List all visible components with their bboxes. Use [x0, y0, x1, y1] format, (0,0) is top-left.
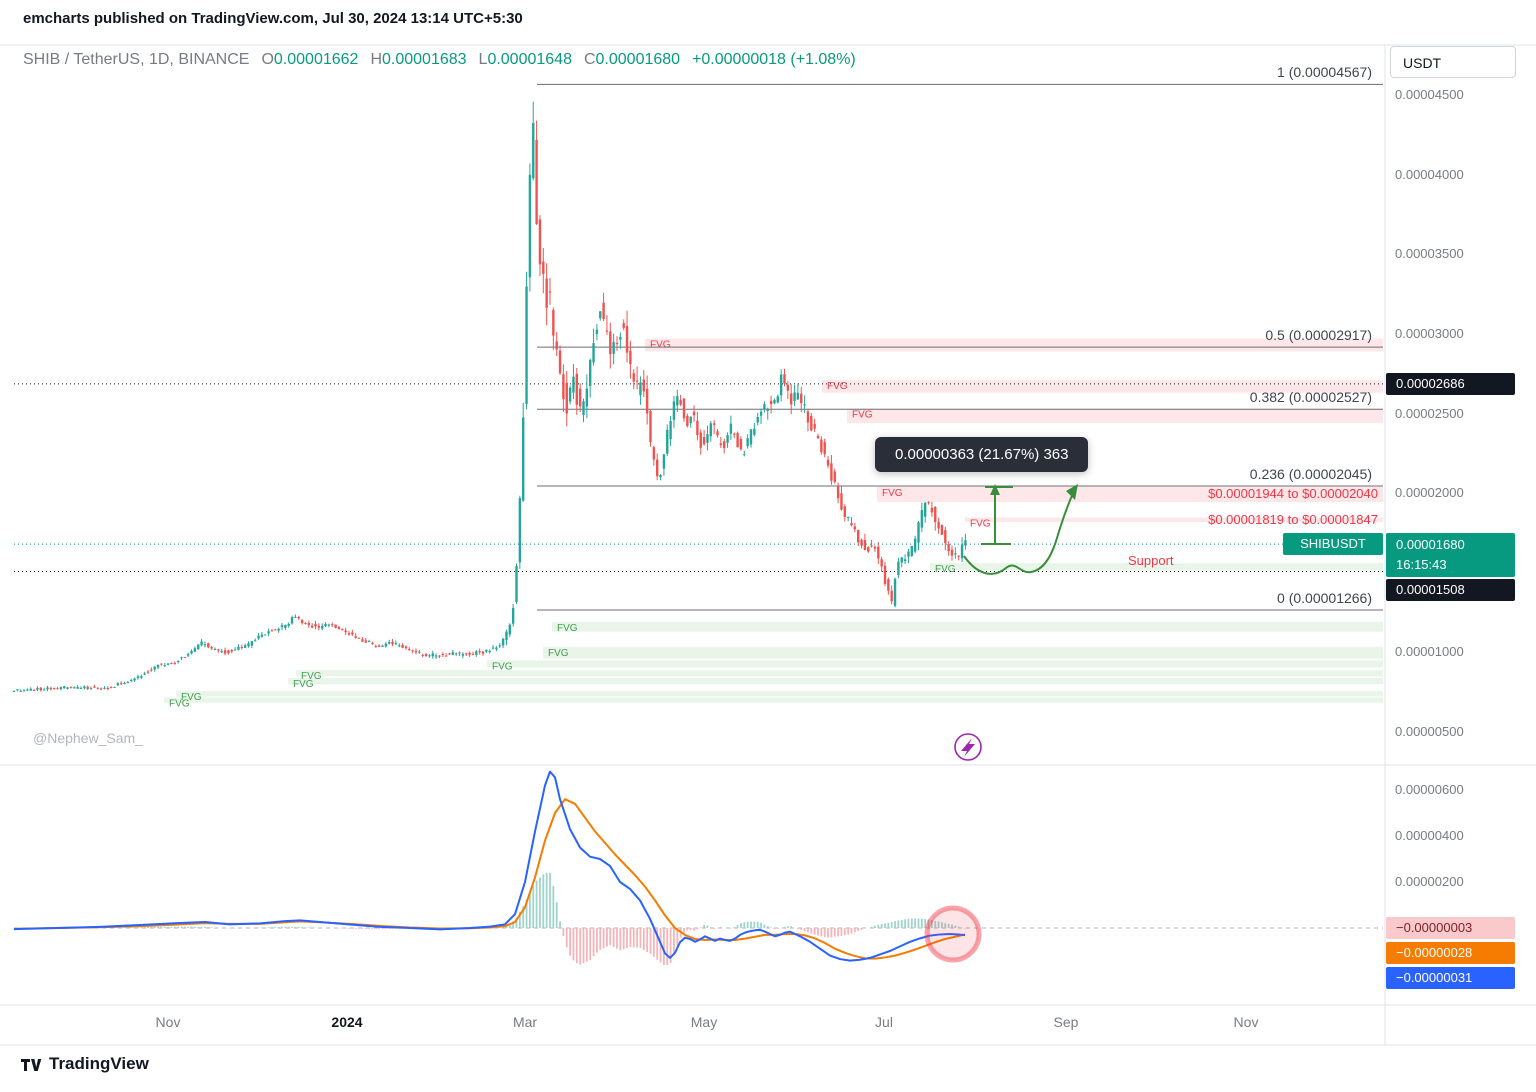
- symbol-price-line-label: SHIBUSDT: [1283, 533, 1383, 556]
- macd-hist-badge: −0.00000003: [1386, 917, 1515, 939]
- high-value: 0.00001683: [382, 51, 467, 68]
- time-axis-label: 2024: [331, 1014, 363, 1030]
- support-label: Support: [1128, 553, 1174, 569]
- time-axis-label: Nov: [1233, 1014, 1259, 1030]
- fvg-label: FVG: [882, 488, 903, 499]
- fvg-label: FVG: [827, 381, 848, 392]
- fib-lines-layer[interactable]: [537, 83, 1383, 611]
- tradingview-brand-text: TradingView: [49, 1054, 149, 1073]
- macd-line-badge: −0.00000031: [1386, 967, 1515, 989]
- watermark: @Nephew_Sam_: [33, 730, 143, 746]
- fvg-label: FVG: [181, 692, 202, 703]
- tradingview-logo-icon: [21, 1059, 42, 1071]
- flash-icon[interactable]: [954, 733, 982, 761]
- time-axis-label: Nov: [155, 1014, 181, 1030]
- measure-tooltip: 0.00000363 (21.67%) 363: [875, 437, 1089, 472]
- fvg-label: FVG: [650, 340, 671, 351]
- macd-line: [13, 770, 966, 962]
- last-price-value: 0.00001680: [1396, 537, 1465, 553]
- fvg-label: FVG: [852, 410, 873, 421]
- fvg-label: FVG: [492, 661, 513, 672]
- price-alert-badge-lower: 0.00001508: [1386, 579, 1515, 602]
- close-label: C: [583, 51, 596, 68]
- open-label: O: [261, 51, 274, 68]
- projection-arrows[interactable]: [963, 484, 1078, 575]
- candlestick-series[interactable]: [12, 101, 967, 693]
- close-value: 0.00001680: [595, 51, 681, 68]
- fvg-label: FVG: [548, 648, 569, 659]
- low-value: 0.00001648: [487, 51, 572, 68]
- change-value: +0.00000018 (+1.08%): [692, 51, 856, 68]
- signal-line: [13, 798, 966, 960]
- price-alert-badge-upper: 0.00002686: [1386, 372, 1515, 395]
- fvg-label: FVG: [970, 518, 991, 529]
- currency-toggle[interactable]: USDT: [1390, 46, 1516, 78]
- symbol-ohlc-bar[interactable]: SHIB / TetherUS, 1D, BINANCE O0.00001662 H…: [23, 51, 856, 69]
- symbol-title[interactable]: SHIB / TetherUS, 1D, BINANCE: [23, 51, 250, 68]
- countdown-timer: 16:15:43: [1396, 557, 1447, 573]
- time-axis-label: Sep: [1053, 1014, 1079, 1030]
- time-axis-label: Jul: [875, 1014, 893, 1030]
- fvg-label: FVG: [557, 623, 578, 634]
- tradingview-footer-link[interactable]: TradingView: [20, 1054, 149, 1074]
- last-price-badge: 0.00001680 16:15:43: [1386, 533, 1515, 578]
- fvg-label: FVG: [935, 564, 956, 575]
- fvg-label: FVG: [301, 671, 322, 682]
- low-label: L: [478, 51, 488, 68]
- crossover-highlight-circle: [924, 905, 982, 963]
- fvg-label: FVG: [293, 679, 314, 690]
- fvg-label: FVG: [169, 699, 190, 710]
- high-label: H: [370, 51, 382, 68]
- open-value: 0.00001662: [273, 51, 359, 68]
- attribution-text: emcharts published on TradingView.com, J…: [23, 10, 523, 27]
- time-axis-label: Mar: [512, 1014, 538, 1030]
- time-axis-label: May: [690, 1014, 718, 1030]
- macd-signal-badge: −0.00000028: [1386, 942, 1515, 964]
